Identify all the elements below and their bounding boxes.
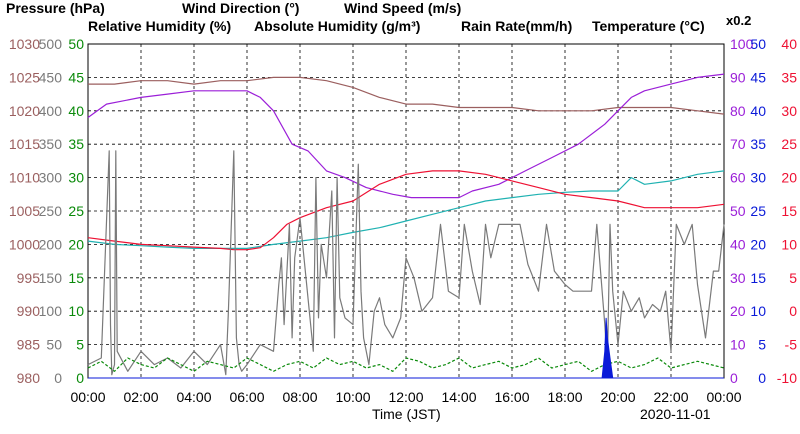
rain-rate-tick-label: 50 [750, 36, 766, 52]
pressure-tick-label: 1020 [9, 103, 40, 119]
pressure-tick-label: 980 [17, 370, 41, 386]
wind-speed-tick-label: 10 [68, 303, 84, 319]
wind-speed-tick-label: 5 [76, 337, 84, 353]
pressure-tick-label: 1030 [9, 36, 40, 52]
x-tick-label: 08:00 [282, 389, 317, 405]
x-tick-label: 04:00 [176, 389, 211, 405]
wind-direction-tick-label: 100 [39, 303, 63, 319]
rain-rate-tick-label: 15 [750, 270, 766, 286]
relative-humidity-tick-label: 40 [730, 236, 746, 252]
relative-humidity-tick-label: 70 [730, 136, 746, 152]
relative-humidity-tick-label: 50 [730, 203, 746, 219]
relative-humidity-tick-label: 90 [730, 69, 746, 85]
rain-rate-tick-label: 5 [758, 337, 766, 353]
rain-rate-tick-label: 45 [750, 69, 766, 85]
wind-direction-tick-label: 300 [39, 170, 63, 186]
legend-absolute-humidity: Absolute Humidity (g/m³) [254, 18, 421, 34]
wind-direction-series [87, 150, 725, 376]
legend-temperature: Temperature (°C) [592, 18, 705, 34]
wind-speed-tick-label: 50 [68, 36, 84, 52]
chart-date: 2020-11-01 [640, 406, 711, 422]
x-tick-label: 16:00 [494, 389, 529, 405]
wind-direction-tick-label: 200 [39, 236, 63, 252]
pressure-tick-label: 990 [17, 303, 41, 319]
legend-rain-rate: Rain Rate(mm/h) [461, 18, 573, 34]
pressure-tick-label: 1010 [9, 170, 40, 186]
pressure-tick-label: 1015 [9, 136, 40, 152]
rain-rate-series [88, 317, 724, 379]
x-tick-label: 12:00 [388, 389, 423, 405]
temperature-tick-label: 35 [781, 69, 797, 85]
relative-humidity-tick-label: 20 [730, 303, 746, 319]
wind-speed-tick-label: 25 [68, 203, 84, 219]
temperature-tick-label: 0 [789, 303, 797, 319]
temperature-tick-label: -10 [777, 370, 797, 386]
wind-speed-tick-label: 30 [68, 170, 84, 186]
temperature-tick-label: 20 [781, 170, 797, 186]
rain-rate-tick-label: 40 [750, 103, 766, 119]
legend-pressure: Pressure (hPa) [6, 0, 105, 16]
wind-direction-tick-label: 350 [39, 136, 63, 152]
rain-rate-tick-label: 35 [750, 136, 766, 152]
wind-speed-tick-label: 20 [68, 236, 84, 252]
pressure-tick-label: 1000 [9, 236, 40, 252]
x-tick-label: 02:00 [123, 389, 158, 405]
temperature-tick-label: 25 [781, 136, 797, 152]
wind-speed-tick-label: 45 [68, 69, 84, 85]
temperature-tick-label: 10 [781, 236, 797, 252]
wind-direction-tick-label: 400 [39, 103, 63, 119]
relative-humidity-tick-label: 30 [730, 270, 746, 286]
wind-speed-tick-label: 35 [68, 136, 84, 152]
x-tick-label: 06:00 [229, 389, 264, 405]
wind-direction-tick-label: 450 [39, 69, 63, 85]
rain-rate-tick-label: 30 [750, 170, 766, 186]
wind-speed-series [87, 357, 725, 372]
wind-speed-tick-label: 40 [68, 103, 84, 119]
relative-humidity-tick-label: 10 [730, 337, 746, 353]
x-tick-label: 22:00 [653, 389, 688, 405]
rain-rate-tick-label: 20 [750, 236, 766, 252]
relative-humidity-tick-label: 0 [730, 370, 738, 386]
absolute-humidity-series [87, 170, 725, 249]
pressure-tick-label: 1005 [9, 203, 40, 219]
x-tick-label: 10:00 [335, 389, 370, 405]
temperature-tick-label: 30 [781, 103, 797, 119]
wind-speed-tick-label: 15 [68, 270, 84, 286]
pressure-tick-label: 995 [17, 270, 41, 286]
absolute-humidity-scale-note: x0.2 [726, 13, 752, 28]
x-tick-label: 14:00 [441, 389, 476, 405]
legend-wind-direction: Wind Direction (°) [182, 0, 300, 16]
temperature-tick-label: 40 [781, 36, 797, 52]
relative-humidity-tick-label: 60 [730, 170, 746, 186]
relative-humidity-series [87, 73, 725, 199]
temperature-tick-label: 5 [789, 270, 797, 286]
rain-rate-tick-label: 0 [758, 370, 766, 386]
wind-direction-tick-label: 50 [46, 337, 62, 353]
x-tick-label: 20:00 [600, 389, 635, 405]
pressure-series [88, 76, 725, 115]
x-tick-label: 18:00 [547, 389, 582, 405]
pressure-tick-label: 1025 [9, 69, 40, 85]
x-axis-title: Time (JST) [372, 406, 441, 422]
legend-wind-speed: Wind Speed (m/s) [344, 0, 462, 16]
wind-speed-tick-label: 0 [76, 370, 84, 386]
legend-relative-humidity: Relative Humidity (%) [88, 18, 232, 34]
relative-humidity-tick-label: 100 [730, 36, 754, 52]
temperature-tick-label: 15 [781, 203, 797, 219]
rain-rate-tick-label: 10 [750, 303, 766, 319]
pressure-tick-label: 985 [17, 337, 41, 353]
wind-direction-tick-label: 500 [39, 36, 63, 52]
temperature-series [87, 170, 725, 251]
wind-direction-tick-label: 0 [54, 370, 62, 386]
relative-humidity-tick-label: 80 [730, 103, 746, 119]
wind-direction-tick-label: 250 [39, 203, 63, 219]
x-tick-label: 00:00 [70, 389, 105, 405]
wind-direction-tick-label: 150 [39, 270, 63, 286]
temperature-tick-label: -5 [785, 337, 798, 353]
rain-rate-tick-label: 25 [750, 203, 766, 219]
x-tick-label: 00:00 [706, 389, 741, 405]
